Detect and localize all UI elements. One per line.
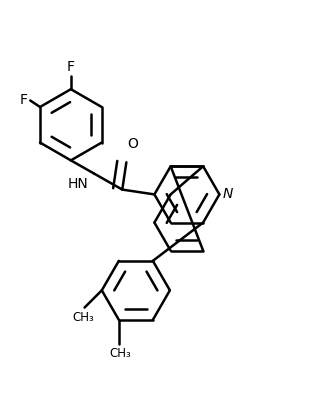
Text: N: N (223, 187, 233, 201)
Text: HN: HN (68, 177, 89, 191)
Text: CH₃: CH₃ (72, 310, 94, 324)
Text: CH₃: CH₃ (110, 347, 131, 360)
Text: F: F (20, 92, 28, 107)
Text: F: F (67, 60, 75, 74)
Text: O: O (127, 137, 138, 151)
